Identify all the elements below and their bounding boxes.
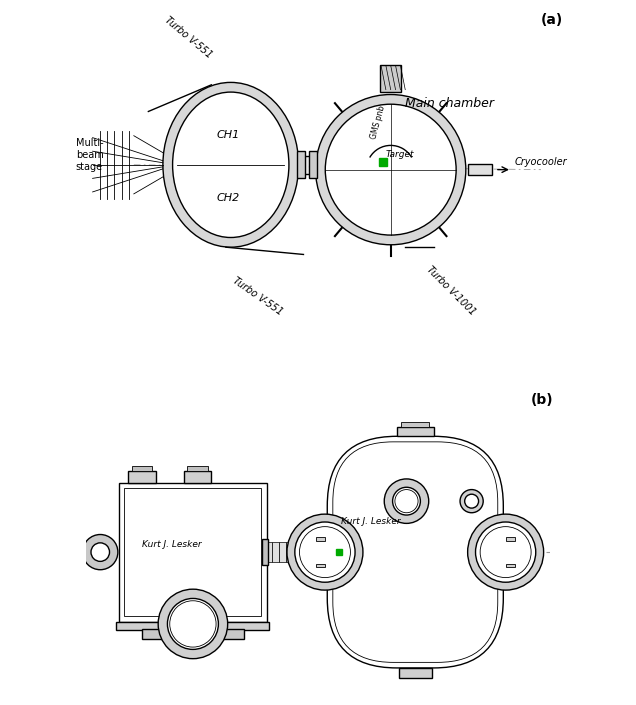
Bar	[272, 542, 279, 563]
Circle shape	[83, 534, 118, 570]
Bar	[380, 66, 401, 92]
Circle shape	[325, 104, 456, 235]
Bar	[297, 152, 305, 178]
Bar	[296, 156, 318, 173]
Circle shape	[295, 522, 355, 582]
Circle shape	[460, 489, 483, 513]
Bar	[506, 537, 515, 541]
Bar	[399, 668, 431, 678]
Bar	[293, 542, 300, 563]
Text: Multi-
beam
stage: Multi- beam stage	[76, 138, 104, 172]
Circle shape	[476, 522, 536, 582]
Bar	[315, 537, 325, 541]
FancyBboxPatch shape	[333, 442, 498, 663]
Bar	[315, 564, 325, 568]
Bar	[125, 488, 261, 616]
Bar	[116, 622, 270, 630]
Polygon shape	[590, 682, 636, 705]
Text: Turbo V-1001: Turbo V-1001	[425, 264, 478, 317]
Bar	[119, 483, 267, 622]
Bar	[401, 422, 429, 427]
Bar	[309, 152, 317, 178]
Bar	[397, 427, 434, 436]
Polygon shape	[432, 483, 510, 547]
Ellipse shape	[172, 92, 289, 238]
FancyBboxPatch shape	[328, 436, 503, 668]
Bar	[265, 542, 272, 563]
Text: (b): (b)	[531, 393, 554, 407]
Circle shape	[480, 527, 531, 577]
Text: CH2: CH2	[216, 193, 240, 203]
Circle shape	[395, 489, 418, 513]
Bar	[132, 467, 152, 471]
Bar	[188, 467, 208, 471]
Circle shape	[158, 589, 228, 658]
Text: GMS pnb: GMS pnb	[369, 105, 387, 140]
Bar	[468, 164, 492, 176]
Circle shape	[300, 527, 350, 577]
Circle shape	[167, 599, 218, 649]
Circle shape	[384, 479, 429, 523]
Bar	[279, 542, 286, 563]
Bar	[303, 538, 310, 566]
Circle shape	[465, 494, 478, 508]
Text: Turbo V-551: Turbo V-551	[163, 15, 214, 60]
Bar	[262, 539, 268, 565]
Text: (a): (a)	[541, 13, 563, 27]
Bar	[300, 542, 307, 563]
Bar	[506, 564, 515, 568]
Text: Kurt J. Lesker: Kurt J. Lesker	[142, 541, 202, 549]
Bar	[128, 471, 156, 483]
Circle shape	[91, 543, 109, 561]
Circle shape	[287, 514, 363, 590]
Text: Main chamber: Main chamber	[405, 97, 494, 110]
Text: Target: Target	[386, 149, 415, 159]
Bar	[142, 629, 244, 639]
Circle shape	[467, 514, 544, 590]
Text: Kurt J. Lesker: Kurt J. Lesker	[341, 517, 401, 527]
Bar	[184, 471, 211, 483]
Ellipse shape	[163, 82, 299, 247]
Text: CH1: CH1	[216, 130, 240, 140]
Circle shape	[392, 487, 420, 515]
Circle shape	[170, 601, 216, 647]
Circle shape	[315, 94, 466, 245]
Text: Cryocooler: Cryocooler	[515, 157, 567, 167]
Bar	[286, 542, 293, 563]
Text: Turbo V-551: Turbo V-551	[231, 275, 284, 317]
Circle shape	[328, 106, 453, 233]
